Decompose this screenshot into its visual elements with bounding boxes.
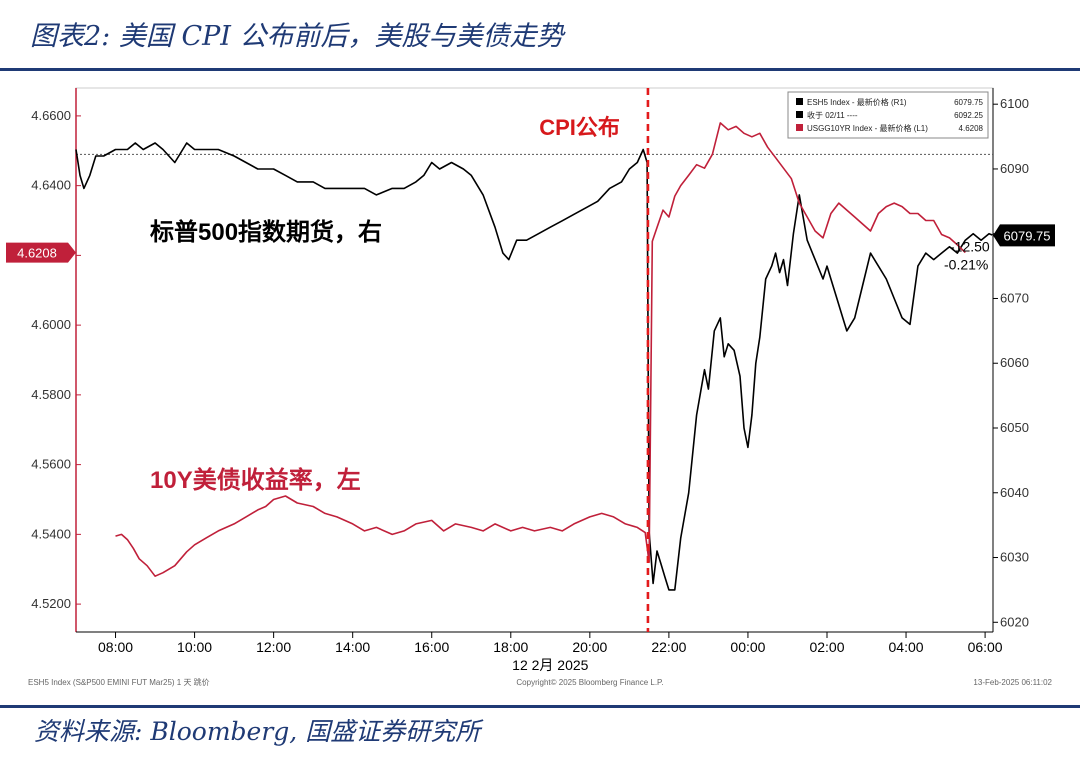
legend-swatch (796, 111, 803, 118)
ust10y-series-line (115, 122, 966, 577)
right-tick-label: 6100 (1000, 96, 1029, 111)
x-tick-label: 10:00 (177, 639, 212, 655)
x-tick-label: 20:00 (572, 639, 607, 655)
left-current-label: 4.6208 (17, 246, 57, 261)
x-tick-label: 06:00 (968, 639, 1003, 655)
left-current-badge (6, 242, 76, 263)
x-tick-label: 14:00 (335, 639, 370, 655)
left-tick-label: 4.6400 (31, 178, 71, 193)
left-tick-label: 4.6000 (31, 317, 71, 332)
right-tick-label: 6030 (1000, 550, 1029, 565)
left-tick-label: 4.5400 (31, 526, 71, 541)
x-tick-label: 16:00 (414, 639, 449, 655)
right-tick-label: 6090 (1000, 161, 1029, 176)
legend-value: 4.6208 (959, 124, 984, 133)
legend-label: 收于 02/11 ---- (807, 110, 858, 120)
x-tick-label: 22:00 (651, 639, 686, 655)
cpi-annotation: CPI公布 (539, 115, 620, 140)
header-divider (0, 68, 1080, 71)
sp500-series-line (75, 142, 994, 591)
note-left: ESH5 Index (S&P500 EMINI FUT Mar25) 1 天 … (28, 677, 210, 687)
ust10y-annotation: 10Y美债收益率，左 (150, 466, 361, 494)
left-tick-label: 4.5600 (31, 457, 71, 472)
right-current-badge (993, 224, 1055, 247)
left-tick-label: 4.5200 (31, 596, 71, 611)
x-tick-label: 04:00 (889, 639, 924, 655)
change-abs-label: -12.50 (950, 238, 990, 254)
footer-divider (0, 705, 1080, 708)
right-tick-label: 6060 (1000, 355, 1029, 370)
change-pct-label: -0.21% (944, 256, 988, 272)
legend-label: ESH5 Index - 最新价格 (R1) (807, 97, 907, 107)
legend-value: 6092.25 (954, 111, 983, 120)
right-current-label: 6079.75 (1004, 228, 1051, 243)
x-tick-label: 02:00 (809, 639, 844, 655)
x-tick-label: 00:00 (730, 639, 765, 655)
x-tick-label: 08:00 (98, 639, 133, 655)
source-note: 资料来源: Bloomberg, 国盛证券研究所 (34, 717, 481, 746)
legend-box (787, 91, 989, 139)
left-tick-label: 4.6600 (31, 108, 71, 123)
line-chart: 4.66004.64004.62004.60004.58004.56004.54… (0, 80, 1080, 695)
legend-swatch (796, 98, 803, 105)
legend-swatch (796, 124, 803, 131)
x-tick-label: 12:00 (256, 639, 291, 655)
sp500-annotation: 标普500指数期货，右 (150, 218, 382, 246)
right-tick-label: 6070 (1000, 290, 1029, 305)
x-tick-label: 18:00 (493, 639, 528, 655)
legend-value: 6079.75 (954, 98, 983, 107)
x-date-label: 12 2月 2025 (512, 657, 588, 673)
note-center: Copyright© 2025 Bloomberg Finance L.P. (516, 678, 663, 687)
right-tick-label: 6020 (1000, 614, 1029, 629)
left-tick-label: 4.5800 (31, 387, 71, 402)
legend-label: USGG10YR Index - 最新价格 (L1) (807, 123, 928, 133)
page-title: 图表2: 美国 CPI 公布前后，美股与美债走势 (30, 21, 564, 52)
note-right: 13-Feb-2025 06:11:02 (973, 678, 1052, 687)
right-tick-label: 6050 (1000, 420, 1029, 435)
right-tick-label: 6040 (1000, 485, 1029, 500)
